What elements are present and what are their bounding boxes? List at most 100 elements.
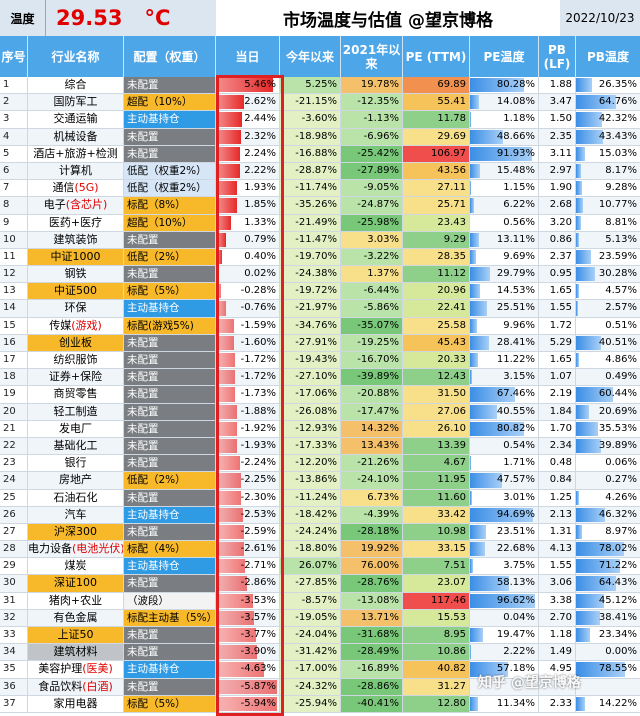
since-2021-change: -40.41% (341, 695, 403, 712)
table-row[interactable]: 28 电力设备(电池光伏) 标配（4%） -2.61% -18.80% 19.92% 33.… (0, 541, 640, 559)
allocation-cell: 低配（2%） (124, 248, 216, 266)
ytd-change: -19.05% (280, 609, 341, 626)
table-row[interactable]: 14 环保 主动基持仓 -0.76% -21.97% -5.86% 22.41 25.51% 1… (0, 300, 640, 318)
table-row[interactable]: 20 轻工制造 未配置 -1.88% -26.08% -17.47% 27.06 40.55%… (0, 403, 640, 421)
pe-temperature-cell: 0.56% (470, 214, 539, 231)
table-row[interactable]: 34 建筑材料 未配置 -3.90% -31.42% -28.49% 10.86 2.22% 1… (0, 644, 640, 662)
pb-temperature-cell: 5.13% (576, 232, 640, 248)
since-2021-change: 19.78% (341, 77, 403, 94)
table-row[interactable]: 29 煤炭 主动基持仓 -2.71% 26.07% 76.00% 7.51 3.75% 1.55… (0, 558, 640, 576)
table-row[interactable]: 25 石油石化 未配置 -2.30% -11.24% 6.73% 11.60 3.01% 1.2… (0, 489, 640, 507)
table-row[interactable]: 6 计算机 低配（权重2%） 2.22% -28.87% -27.89% 43.56 15.4… (0, 162, 640, 181)
table-row[interactable]: 9 医药+医疗 超配（10%） 1.33% -21.49% -25.98% 23.43 0.5… (0, 214, 640, 232)
table-row[interactable]: 31 猪肉+农业 （波段） -3.53% -8.57% -13.08% 117.46 96.6… (0, 592, 640, 610)
pe-value: 25.71 (403, 197, 470, 214)
header-pe[interactable]: PE (TTM) (403, 36, 470, 77)
table-row[interactable]: 37 家用电器 标配（5%） -5.94% -25.94% -40.41% 12.80 11.… (0, 695, 640, 713)
pe-value: 23.43 (403, 214, 470, 231)
ytd-change: -24.04% (280, 627, 341, 644)
pb-value: 3.20 (539, 214, 576, 231)
table-row[interactable]: 15 传媒(游戏) 标配(游戏5%) -1.59% -34.76% -35.07% 25.5… (0, 317, 640, 335)
table-row[interactable]: 35 美容护理(医美) 主动基持仓 -4.63% -17.00% -16.89% 40.82… (0, 661, 640, 679)
pe-temperature-bar (470, 662, 509, 677)
pe-temperature-value: 15.48% (496, 164, 535, 176)
table-row[interactable]: 16 创业板 未配置 -1.60% -27.91% -19.25% 45.43 28.41% 5… (0, 334, 640, 352)
industry-name-text: 深证100 (54, 576, 97, 590)
table-row[interactable]: 18 证券+保险 未配置 -1.72% -27.10% -39.89% 12.43 3.15%… (0, 369, 640, 387)
table-row[interactable]: 33 上证50 未配置 -3.77% -24.04% -31.68% 8.95 19.47% 1… (0, 627, 640, 645)
table-row[interactable]: 19 商贸零售 未配置 -1.73% -17.06% -20.88% 31.50 67.46%… (0, 386, 640, 404)
table-row[interactable]: 3 交通运输 主动基持仓 2.44% -3.60% -1.13% 11.78 1.18% 1.5… (0, 111, 640, 129)
table-row[interactable]: 30 深证100 未配置 -2.86% -27.85% -28.76% 23.07 58.13… (0, 575, 640, 593)
industry-name-highlight: (医美) (82, 662, 113, 676)
table-row[interactable]: 1 综合 未配置 5.46% 5.25% 19.78% 69.89 80.28% 1.88 26.… (0, 77, 640, 95)
industry-name: 家用电器 (28, 695, 124, 712)
table-row[interactable]: 5 酒店+旅游+检测 未配置 2.24% -16.88% -25.42% 106.97 91.… (0, 145, 640, 163)
ytd-change: -21.15% (280, 94, 341, 111)
header-ytd[interactable]: 今年以来 (280, 36, 341, 77)
row-index: 11 (0, 248, 28, 266)
header-pb[interactable]: PB (LF) (539, 36, 576, 77)
pe-value: 10.98 (403, 523, 470, 541)
industry-name: 商贸零售 (28, 386, 124, 403)
industry-name-highlight: (电池光伏) (72, 542, 124, 556)
ytd-change: -25.94% (280, 695, 341, 712)
pe-temperature-bar (470, 576, 509, 591)
pe-temperature-bar (470, 456, 472, 471)
pb-temperature-bar (576, 78, 593, 93)
pe-temperature-bar (470, 524, 486, 540)
pb-temperature-value: 0.00% (605, 646, 637, 658)
pb-temperature-cell: 45.12% (576, 593, 640, 609)
table-row[interactable]: 7 通信(5G) 低配（权重2%） 1.93% -11.74% -9.05% 27.11 1.… (0, 180, 640, 198)
pb-temperature-cell: 78.55% (576, 661, 640, 677)
allocation-cell: 未配置 (124, 523, 216, 541)
industry-name: 沪深300 (28, 523, 124, 541)
today-change-value: -2.61% (240, 543, 276, 555)
table-row[interactable]: 27 沪深300 未配置 -2.59% -24.24% -28.18% 10.98 23.51… (0, 523, 640, 542)
table-row[interactable]: 17 纺织服饰 未配置 -1.72% -19.43% -16.70% 20.33 11.22%… (0, 352, 640, 370)
table-row[interactable]: 23 银行 未配置 -2.24% -12.20% -21.26% 4.67 1.71% 0.48… (0, 455, 640, 473)
pb-temperature-value: 23.59% (598, 250, 637, 262)
header-industry[interactable]: 行业名称 (28, 36, 124, 77)
header-today[interactable]: 当日 (216, 36, 280, 77)
allocation-cell: 未配置 (124, 575, 216, 592)
industry-name-text: 证券+保险 (48, 370, 103, 384)
pb-temperature-cell: 35.53% (576, 421, 640, 437)
pe-temperature-cell: 11.34% (470, 695, 539, 712)
header-pe-temp[interactable]: PE温度 (470, 36, 539, 77)
since-2021-change: -28.76% (341, 575, 403, 592)
pe-temperature-cell: 40.55% (470, 403, 539, 420)
table-row[interactable]: 22 基础化工 未配置 -1.93% -17.33% 13.43% 13.39 0.54% 2.… (0, 437, 640, 456)
ytd-change: -13.86% (280, 472, 341, 489)
row-index: 20 (0, 403, 28, 420)
pe-temperature-bar (470, 353, 478, 368)
header-index[interactable]: 序号 (0, 36, 28, 77)
pb-temperature-bar (576, 181, 582, 196)
table-row[interactable]: 11 中证1000 低配（2%） 0.40% -19.70% -3.22% 28.35 9.6… (0, 248, 640, 267)
table-row[interactable]: 26 汽车 主动基持仓 -2.53% -18.42% -4.39% 33.42 94.69% 2… (0, 506, 640, 524)
table-row[interactable]: 2 国防军工 超配（10%） 2.62% -21.15% -12.35% 55.41 14.0… (0, 94, 640, 112)
table-body: 1 综合 未配置 5.46% 5.25% 19.78% 69.89 80.28% 1.88 26.… (0, 77, 640, 713)
industry-name: 上证50 (28, 627, 124, 644)
ytd-change: -24.38% (280, 266, 341, 283)
table-row[interactable]: 32 有色金属 标配主动基（5%） -3.57% -19.05% 13.71% 15.53 0… (0, 609, 640, 627)
table-row[interactable]: 13 中证500 标配（5%） -0.28% -19.72% -6.44% 20.96 14.… (0, 283, 640, 301)
today-change-bar (218, 181, 238, 196)
pe-temperature-value: 1.15% (503, 182, 535, 194)
table-row[interactable]: 24 房地产 低配（2%） -2.25% -13.86% -24.10% 11.95 47.5… (0, 472, 640, 490)
industry-name: 建筑材料 (28, 644, 124, 661)
pb-temperature-value: 40.51% (598, 336, 637, 348)
header-pb-temp[interactable]: PB温度 (587, 49, 629, 64)
table-row[interactable]: 12 钢铁 未配置 0.02% -24.38% 1.37% 11.12 29.79% 0.95 3… (0, 266, 640, 284)
table-row[interactable]: 36 食品饮料(白酒) 未配置 -5.87% -24.32% -28.86% 31.27 (0, 678, 640, 696)
header-since-2021[interactable]: 2021年以来 (341, 36, 403, 77)
table-row[interactable]: 10 建筑装饰 未配置 0.79% -11.47% 3.03% 9.29 13.11% 0.86… (0, 231, 640, 249)
today-change-value: 0.79% (244, 233, 276, 245)
table-row[interactable]: 8 电子(含芯片) 标配（8%） 1.85% -35.26% -24.87% 25.71 6.… (0, 197, 640, 215)
today-change-value: -1.92% (240, 422, 276, 434)
table-row[interactable]: 4 机械设备 未配置 2.32% -18.98% -6.96% 29.69 48.66% 2.3… (0, 128, 640, 146)
pe-temperature-bar (470, 318, 477, 333)
pe-value: 8.95 (403, 627, 470, 644)
header-allocation[interactable]: 配置（权重） (124, 36, 216, 77)
table-row[interactable]: 21 发电厂 未配置 -1.92% -12.93% 14.32% 26.10 80.82% 1.… (0, 420, 640, 438)
